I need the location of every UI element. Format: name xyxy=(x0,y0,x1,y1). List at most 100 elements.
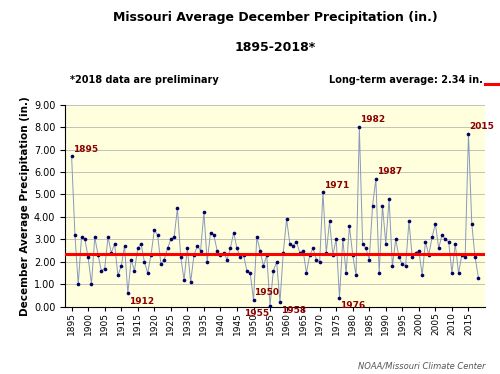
Point xyxy=(233,245,241,251)
Point xyxy=(236,254,244,260)
Point xyxy=(468,221,476,227)
Point xyxy=(428,234,436,240)
Point xyxy=(402,263,409,269)
Text: 1982: 1982 xyxy=(360,116,386,125)
Point xyxy=(289,243,297,249)
Point xyxy=(280,250,287,256)
Point xyxy=(68,153,76,159)
Point xyxy=(194,243,202,249)
Point xyxy=(332,236,340,242)
Point xyxy=(230,230,237,236)
Point xyxy=(405,218,413,224)
Point xyxy=(196,248,204,254)
Point xyxy=(454,270,462,276)
Point xyxy=(382,241,390,247)
Point xyxy=(336,295,344,301)
Point xyxy=(88,281,96,287)
Point xyxy=(442,236,450,242)
Point xyxy=(216,252,224,258)
Point xyxy=(91,234,99,240)
Point xyxy=(302,270,310,276)
Point xyxy=(306,252,314,258)
Point xyxy=(120,243,128,249)
Text: 1950: 1950 xyxy=(254,288,279,297)
Point xyxy=(84,254,92,260)
Point xyxy=(157,261,165,267)
Point xyxy=(372,176,380,182)
Point xyxy=(127,257,135,263)
Point xyxy=(117,263,125,269)
Point xyxy=(322,250,330,256)
Point xyxy=(276,299,284,305)
Point xyxy=(154,232,162,238)
Point xyxy=(140,259,148,265)
Point xyxy=(458,252,466,258)
Point xyxy=(100,266,108,272)
Point xyxy=(160,257,168,263)
Point xyxy=(296,250,304,256)
Point xyxy=(176,254,184,260)
Point xyxy=(108,250,116,256)
Point xyxy=(352,272,360,278)
Point xyxy=(319,189,327,195)
Point xyxy=(210,232,218,238)
Point xyxy=(250,297,258,303)
Point xyxy=(144,270,152,276)
Point xyxy=(104,234,112,240)
Point xyxy=(444,239,452,245)
Point xyxy=(474,275,482,280)
Point xyxy=(408,254,416,260)
Point xyxy=(147,252,155,258)
Point xyxy=(110,241,118,247)
Point xyxy=(329,252,337,258)
Point xyxy=(266,303,274,309)
Text: 1987: 1987 xyxy=(377,167,402,176)
Point xyxy=(213,248,221,254)
Point xyxy=(124,290,132,296)
Text: 1912: 1912 xyxy=(129,297,154,306)
Point xyxy=(240,252,248,258)
Point xyxy=(260,263,268,269)
Point xyxy=(425,252,433,258)
Point xyxy=(71,232,79,238)
Text: NOAA/Missouri Climate Center: NOAA/Missouri Climate Center xyxy=(358,361,485,370)
Text: 1976: 1976 xyxy=(340,301,365,310)
Point xyxy=(438,232,446,238)
Point xyxy=(243,268,251,274)
Point xyxy=(262,252,270,258)
Point xyxy=(385,196,393,202)
Text: 1971: 1971 xyxy=(324,181,349,190)
Point xyxy=(270,268,278,274)
Point xyxy=(206,230,214,236)
Point xyxy=(94,252,102,258)
Point xyxy=(375,270,383,276)
Point xyxy=(81,236,89,242)
Point xyxy=(312,257,320,263)
Point xyxy=(326,218,334,224)
Point xyxy=(422,239,430,245)
Point xyxy=(130,268,138,274)
Point xyxy=(378,203,386,209)
Point xyxy=(78,234,86,240)
Text: Long-term average: 2.34 in.: Long-term average: 2.34 in. xyxy=(328,75,482,85)
Point xyxy=(395,254,403,260)
Text: 1955: 1955 xyxy=(244,309,270,318)
Point xyxy=(223,257,231,263)
Point xyxy=(256,248,264,254)
Point xyxy=(388,263,396,269)
Point xyxy=(398,261,406,267)
Point xyxy=(451,241,459,247)
Point xyxy=(362,245,370,251)
Text: Missouri Average December Precipitation (in.): Missouri Average December Precipitation … xyxy=(112,11,438,24)
Point xyxy=(170,234,178,240)
Point xyxy=(184,245,192,251)
Point xyxy=(74,281,82,287)
Point xyxy=(203,259,211,265)
Point xyxy=(434,245,442,251)
Point xyxy=(448,270,456,276)
Text: 1895-2018*: 1895-2018* xyxy=(234,41,316,54)
Point xyxy=(471,254,479,260)
Point xyxy=(180,277,188,283)
Text: 2015: 2015 xyxy=(470,122,494,131)
Point xyxy=(412,250,420,256)
